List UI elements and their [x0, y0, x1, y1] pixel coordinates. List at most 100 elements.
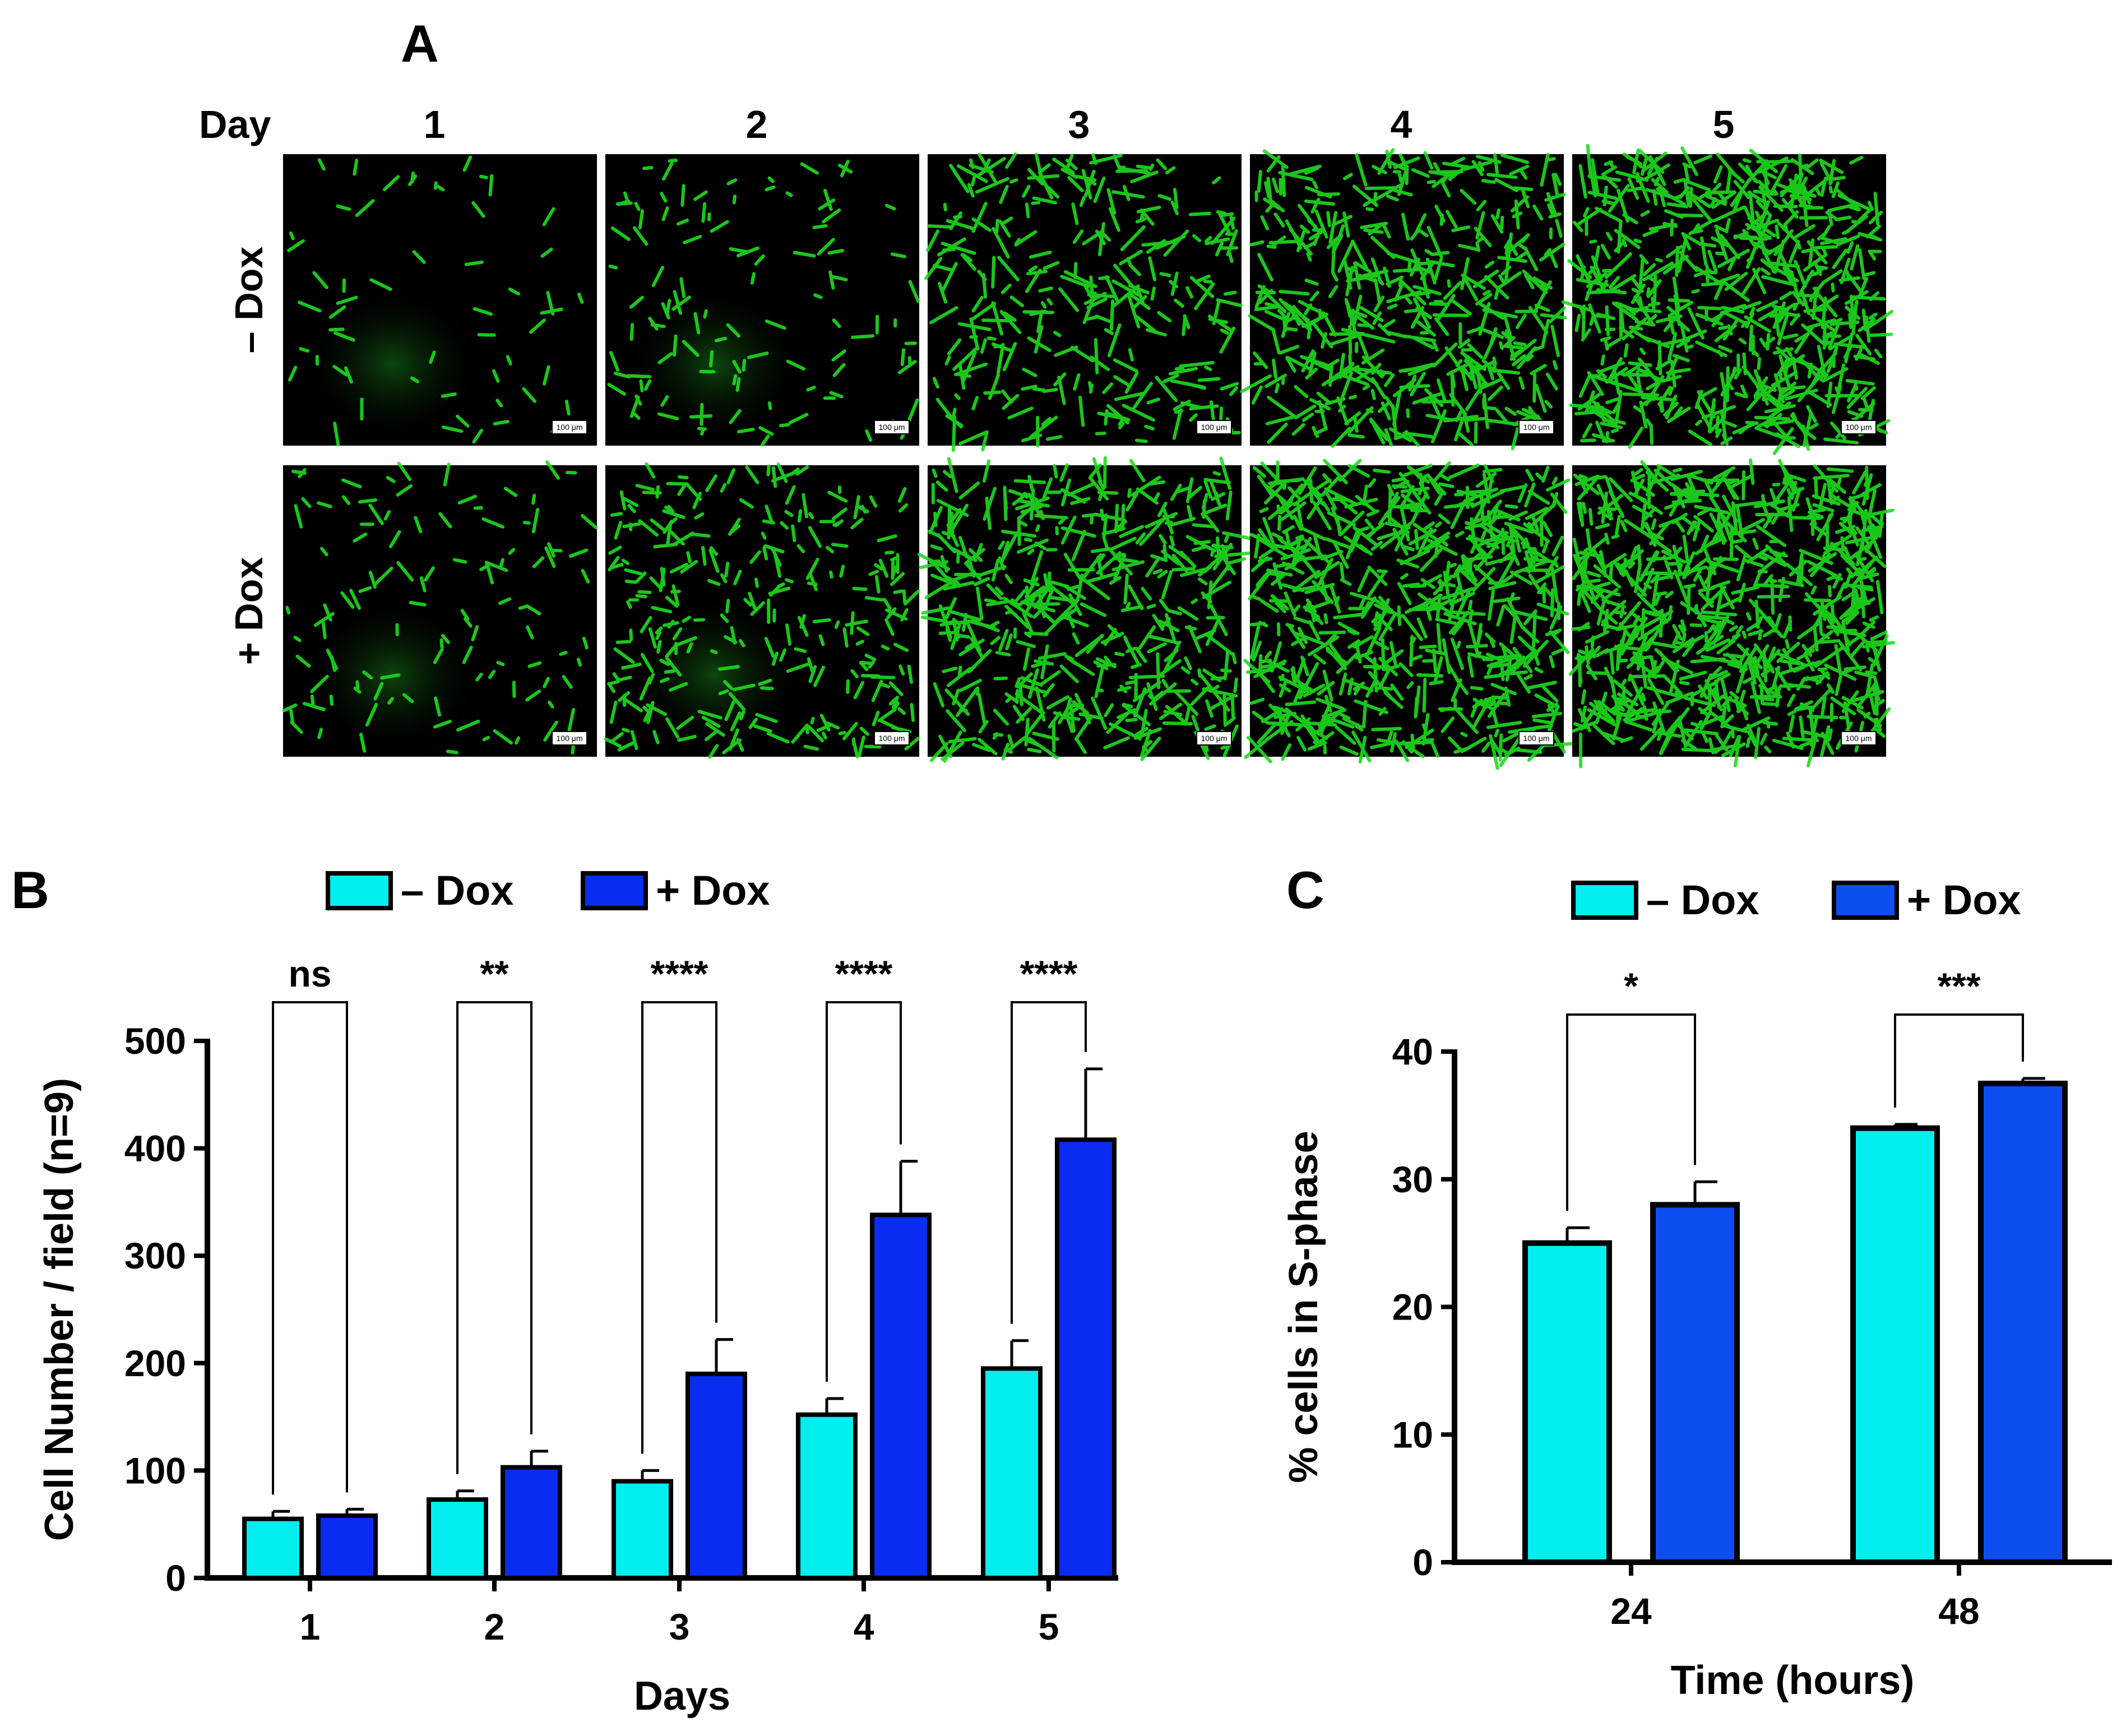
bar-minus-dox-4 [796, 1412, 858, 1581]
panel-label-c: C [1286, 860, 1324, 919]
scale-bar: 100 μm [1518, 731, 1554, 746]
y-axis-title: Cell Number / field (n=9) [37, 1078, 82, 1541]
x-tick-label-5: 5 [1039, 1606, 1059, 1647]
panel-c-bars [1522, 1077, 2068, 1566]
legend-swatch-minus-dox [326, 871, 393, 910]
bar-plus-dox-2 [501, 1465, 562, 1581]
micrograph-grid: 100 μm 100 μm 100 μm 100 μm 100 μm 100 μm 100 … [282, 143, 1895, 770]
day-header-1: 1 [424, 103, 446, 146]
panel-b-bars [242, 1067, 1117, 1581]
legend-label-plus-dox: + Dox [656, 867, 770, 914]
day-header-3: 3 [1068, 103, 1090, 146]
error-bar-minus-dox-1 [271, 1510, 290, 1519]
svg-text:100 μm: 100 μm [1523, 734, 1550, 743]
x-tick-label-2: 2 [484, 1606, 505, 1647]
error-bar-minus-dox-48 [1893, 1123, 1917, 1128]
x-axis-title: Time (hours) [1671, 1658, 1915, 1703]
row-labels: – Dox + Dox [227, 247, 271, 665]
bar-plus-dox-1 [316, 1513, 378, 1581]
panel-c-legend: – Dox + Dox [1571, 877, 2021, 923]
bar-minus-dox-24 [1522, 1240, 1612, 1565]
y-tick-label-40: 40 [1392, 1031, 1433, 1072]
bar-plus-dox-5 [1055, 1137, 1117, 1580]
micrograph-day-5-plus-dox: 100 μm [1568, 458, 1895, 769]
legend-label-plus-dox: + Dox [1907, 877, 2021, 923]
significance-label-5: **** [1020, 953, 1078, 994]
panel-b-significance: ns ** **** **** **** [272, 953, 1087, 1495]
legend-swatch-plus-dox [1832, 881, 1899, 920]
significance-bracket-3 [641, 1001, 717, 1454]
svg-text:100 μm: 100 μm [1201, 423, 1228, 432]
x-tick-label-3: 3 [669, 1606, 690, 1647]
y-axis-title: % cells in S-phase [1281, 1131, 1326, 1483]
y-tick-label-0: 0 [165, 1557, 186, 1599]
significance-bracket-2 [456, 1001, 532, 1474]
micrograph-day-1-plus-dox: 100 μm [282, 460, 598, 757]
svg-text:100 μm: 100 μm [557, 734, 583, 743]
error-bar-minus-dox-5 [1010, 1339, 1029, 1369]
bar-plus-dox-3 [685, 1371, 747, 1580]
micrograph-day-1-minus-dox: 100 μm [283, 154, 597, 446]
y-tick-label-20: 20 [1392, 1286, 1433, 1328]
micrograph-day-2-minus-dox: 100 μm [605, 154, 920, 447]
svg-text:100 μm: 100 μm [1201, 734, 1228, 743]
scale-bar: 100 μm [1196, 420, 1232, 434]
svg-text:100 μm: 100 μm [879, 734, 905, 743]
significance-label-4: **** [835, 953, 893, 994]
svg-text:100 μm: 100 μm [879, 423, 905, 432]
scale-bar: 100 μm [552, 420, 587, 434]
day-header-labels: 1 2 3 4 5 [424, 103, 1735, 146]
day-header-5: 5 [1713, 103, 1735, 146]
error-bar-plus-dox-2 [530, 1450, 548, 1468]
significance-label-1: ns [288, 953, 331, 994]
scale-bar: 100 μm [874, 420, 910, 434]
row-label-minus-dox: – Dox [227, 247, 271, 354]
panel-label-a: A [401, 14, 439, 73]
bar-minus-dox-5 [981, 1366, 1043, 1580]
day-header-4: 4 [1391, 103, 1412, 146]
bar-minus-dox-3 [612, 1479, 673, 1581]
panel-b-legend: – Dox + Dox [326, 867, 770, 914]
y-tick-label-400: 400 [124, 1128, 186, 1169]
error-bar-minus-dox-2 [456, 1489, 474, 1500]
significance-bracket-24 [1566, 1013, 1696, 1211]
panel-c-axes: 0 10 20 30 40 % cells in S-phase Time (hours) 2… [1281, 1031, 2112, 1703]
micrograph-day-2-plus-dox: 100 μm [604, 462, 920, 759]
error-bar-plus-dox-5 [1084, 1067, 1103, 1140]
legend-swatch-plus-dox [581, 871, 648, 910]
panel-b-axes: 0 100 200 300 400 500 Cell Number / field (n=9… [37, 1020, 1118, 1719]
significance-bracket-4 [826, 1001, 902, 1382]
y-tick-label-10: 10 [1392, 1414, 1433, 1455]
panel-label-b: B [11, 860, 49, 919]
significance-label-3: **** [651, 953, 708, 994]
bar-minus-dox-1 [242, 1516, 304, 1581]
y-tick-label-0: 0 [1412, 1541, 1433, 1583]
bar-plus-dox-24 [1650, 1202, 1740, 1566]
svg-text:100 μm: 100 μm [1523, 423, 1550, 432]
bar-plus-dox-4 [870, 1212, 932, 1581]
legend-swatch-minus-dox [1571, 881, 1638, 920]
bar-minus-dox-48 [1850, 1125, 1940, 1565]
error-bar-plus-dox-4 [899, 1160, 918, 1215]
significance-label-24: * [1624, 965, 1638, 1007]
y-tick-label-300: 300 [124, 1235, 186, 1276]
significance-bracket-5 [1011, 1001, 1087, 1324]
error-bar-minus-dox-24 [1565, 1226, 1590, 1243]
significance-bracket-48 [1894, 1013, 2024, 1108]
legend-label-minus-dox: – Dox [401, 867, 514, 914]
svg-text:100 μm: 100 μm [1846, 734, 1872, 743]
panel-c-significance: * *** [1566, 965, 2024, 1211]
error-bar-plus-dox-24 [1693, 1180, 1717, 1205]
day-header-2: 2 [746, 103, 768, 146]
scale-bar: 100 μm [1841, 731, 1877, 746]
error-bar-plus-dox-1 [345, 1507, 364, 1516]
scale-bar: 100 μm [1518, 420, 1554, 434]
row-label-plus-dox: + Dox [227, 557, 271, 665]
micrograph-day-3-plus-dox: 100 μm [917, 456, 1252, 763]
x-tick-label-4: 4 [854, 1606, 874, 1647]
day-header: Day [199, 103, 271, 146]
y-tick-label-100: 100 [124, 1450, 186, 1491]
bar-minus-dox-2 [427, 1497, 488, 1581]
